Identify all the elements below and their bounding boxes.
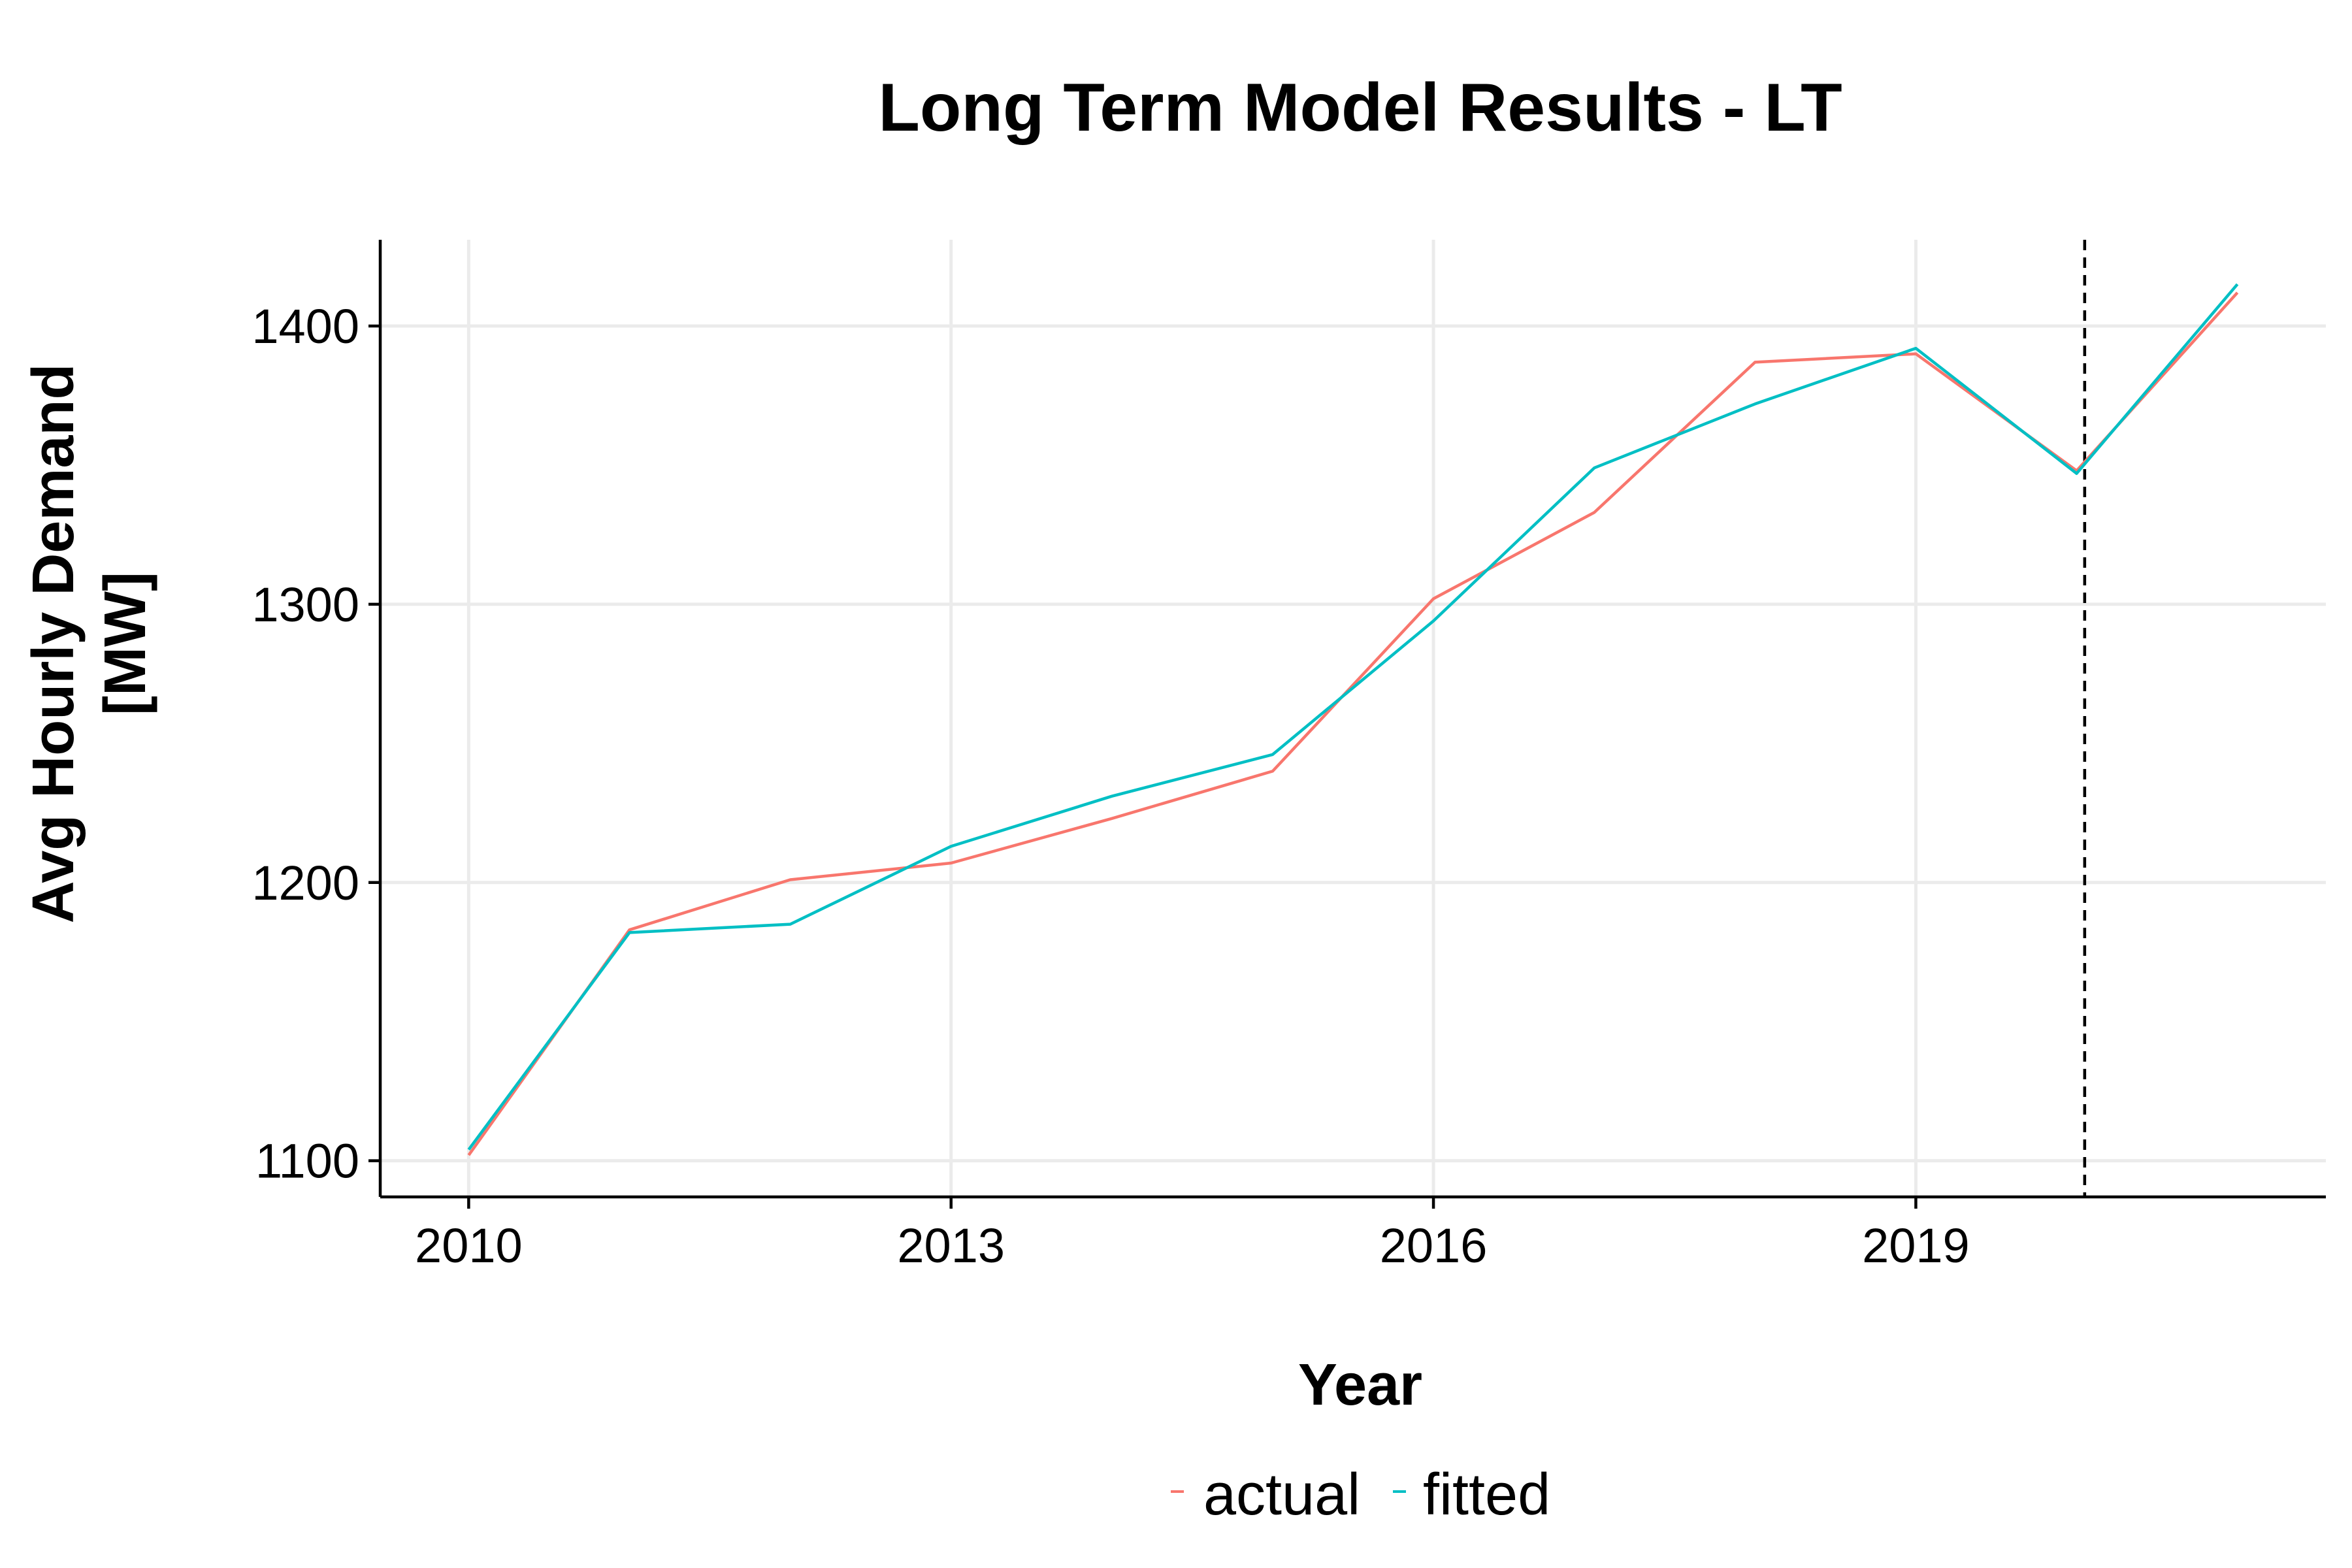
legend-label-fitted: fitted [1423,1462,1550,1527]
y-tick-label-1100: 1100 [255,1134,359,1188]
legend-label-actual: actual [1203,1462,1360,1527]
y-tick-label-1400: 1400 [252,299,359,353]
series-line-actual [467,291,2239,1156]
y-tick-label-1300: 1300 [252,578,359,632]
gridlines [380,240,2326,1197]
series-line-fitted [467,283,2239,1151]
x-tick-label-2013: 2013 [897,1218,1005,1273]
tick-labels: 2010 2013 2016 2019 1100 1200 1300 1400 [252,299,1969,1273]
x-tick-label-2019: 2019 [1862,1218,1970,1273]
legend: actual fitted [1171,1462,1550,1527]
y-axis-title-line-2: [MW] [93,572,158,715]
axes [368,240,2326,1209]
y-axis-title-line-1: Avg Hourly Demand [21,364,86,924]
x-tick-label-2016: 2016 [1380,1218,1488,1273]
x-axis-title: Year [1298,1352,1422,1418]
x-tick-label-2010: 2010 [415,1218,523,1273]
chart-title: Long Term Model Results - LT [878,70,1842,146]
y-tick-label-1200: 1200 [252,856,359,910]
series-layer [467,283,2239,1156]
